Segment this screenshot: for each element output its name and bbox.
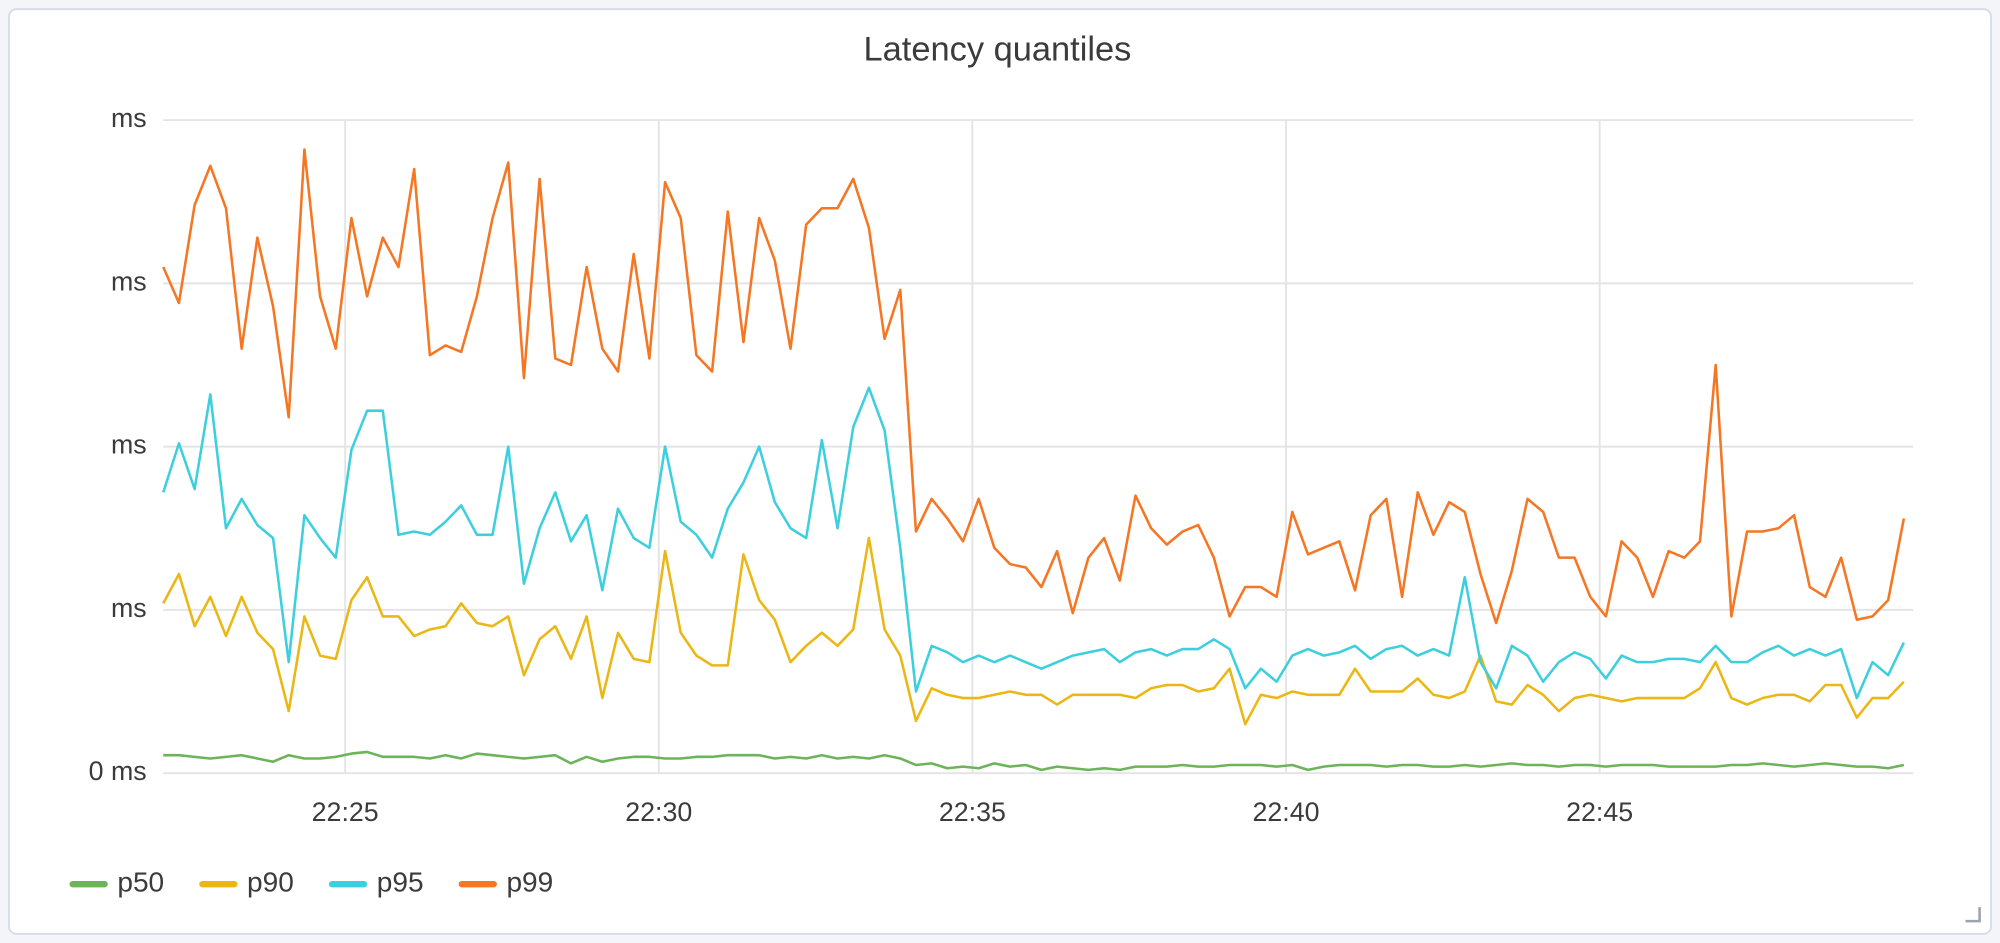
legend-item[interactable]: p90 [199, 867, 294, 898]
x-tick-label: 22:30 [625, 797, 692, 827]
x-tick-label: 22:40 [1253, 797, 1320, 827]
chart-title: Latency quantiles [863, 30, 1131, 68]
resize-handle[interactable] [1965, 907, 1981, 923]
grid [163, 119, 1914, 775]
y-tick-label: ms [111, 430, 147, 460]
y-tick-label: 0 ms [89, 756, 147, 786]
legend-label: p95 [377, 867, 424, 898]
y-tick-label: ms [111, 103, 147, 133]
series-line [163, 750, 1905, 772]
legend-label: p99 [506, 867, 553, 898]
series-line [162, 536, 1905, 726]
resize-corner [1965, 907, 1981, 923]
series-line [162, 148, 1906, 625]
y-tick-label: ms [111, 593, 147, 623]
x-tick-label: 22:25 [312, 797, 379, 827]
legend-item[interactable]: p95 [328, 867, 424, 898]
series-line [162, 386, 1906, 700]
x-tick-label: 22:45 [1566, 797, 1633, 827]
panel [7, 8, 1993, 935]
legend-label: p90 [247, 867, 294, 898]
x-tick-label: 22:35 [939, 797, 1006, 827]
legend-label: p50 [117, 867, 164, 898]
y-tick-label: ms [111, 266, 147, 296]
legend-item[interactable]: p99 [458, 867, 553, 898]
legend-item[interactable]: p50 [69, 867, 164, 898]
